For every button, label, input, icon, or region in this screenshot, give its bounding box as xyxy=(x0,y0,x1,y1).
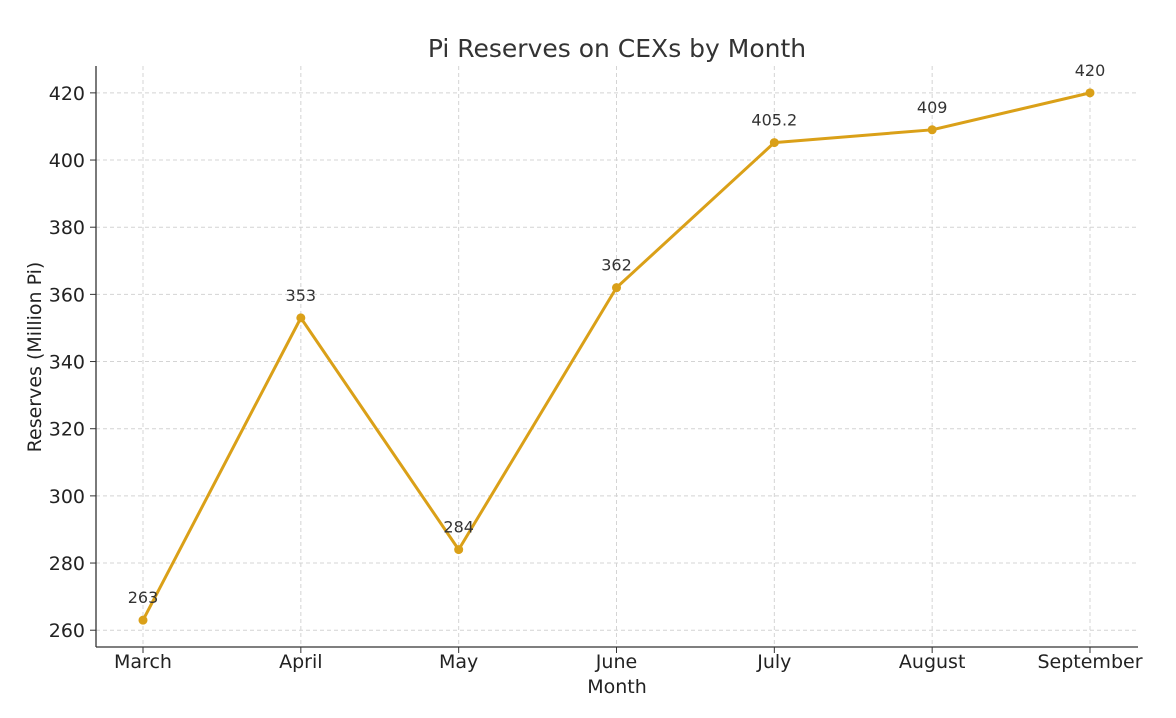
data-point xyxy=(769,138,779,148)
x-tick-label: July xyxy=(756,651,791,673)
chart-title: Pi Reserves on CEXs by Month xyxy=(428,34,806,63)
x-tick-label: September xyxy=(1037,651,1142,673)
data-point xyxy=(296,313,306,323)
x-tick-label: May xyxy=(439,651,478,673)
y-tick-label: 280 xyxy=(49,553,85,575)
x-tick-label: August xyxy=(899,651,966,673)
data-point xyxy=(138,615,148,625)
y-tick-label: 320 xyxy=(49,419,85,441)
x-tick-label: June xyxy=(595,651,637,673)
axes xyxy=(90,66,1138,653)
x-axis-label: Month xyxy=(587,676,647,698)
data-label: 362 xyxy=(601,256,632,275)
x-tick-label: March xyxy=(114,651,172,673)
y-axis-label: Reserves (Million Pi) xyxy=(24,262,46,453)
data-series xyxy=(138,88,1095,625)
y-tick-label: 360 xyxy=(49,284,85,306)
data-point xyxy=(927,125,937,135)
y-tick-label: 380 xyxy=(49,217,85,239)
data-label: 353 xyxy=(286,286,317,305)
data-point xyxy=(1085,88,1095,98)
data-label: 284 xyxy=(443,518,474,537)
y-tick-label: 260 xyxy=(49,620,85,642)
y-tick-label: 300 xyxy=(49,486,85,508)
data-label: 409 xyxy=(917,98,948,117)
tick-labels: 260 280 300 320 340 360 380 400 420 March April May… xyxy=(49,83,1143,673)
data-point xyxy=(454,545,464,555)
y-tick-label: 420 xyxy=(49,83,85,105)
grid-lines xyxy=(96,66,1138,647)
x-tick-label: April xyxy=(279,651,322,673)
data-labels: 263 353 284 362 405.2 409 420 xyxy=(128,61,1106,607)
y-tick-label: 340 xyxy=(49,352,85,374)
data-label: 405.2 xyxy=(751,111,797,130)
data-point xyxy=(612,283,621,293)
y-tick-label: 400 xyxy=(49,150,85,172)
data-label: 263 xyxy=(128,588,159,607)
data-label: 420 xyxy=(1075,61,1106,80)
